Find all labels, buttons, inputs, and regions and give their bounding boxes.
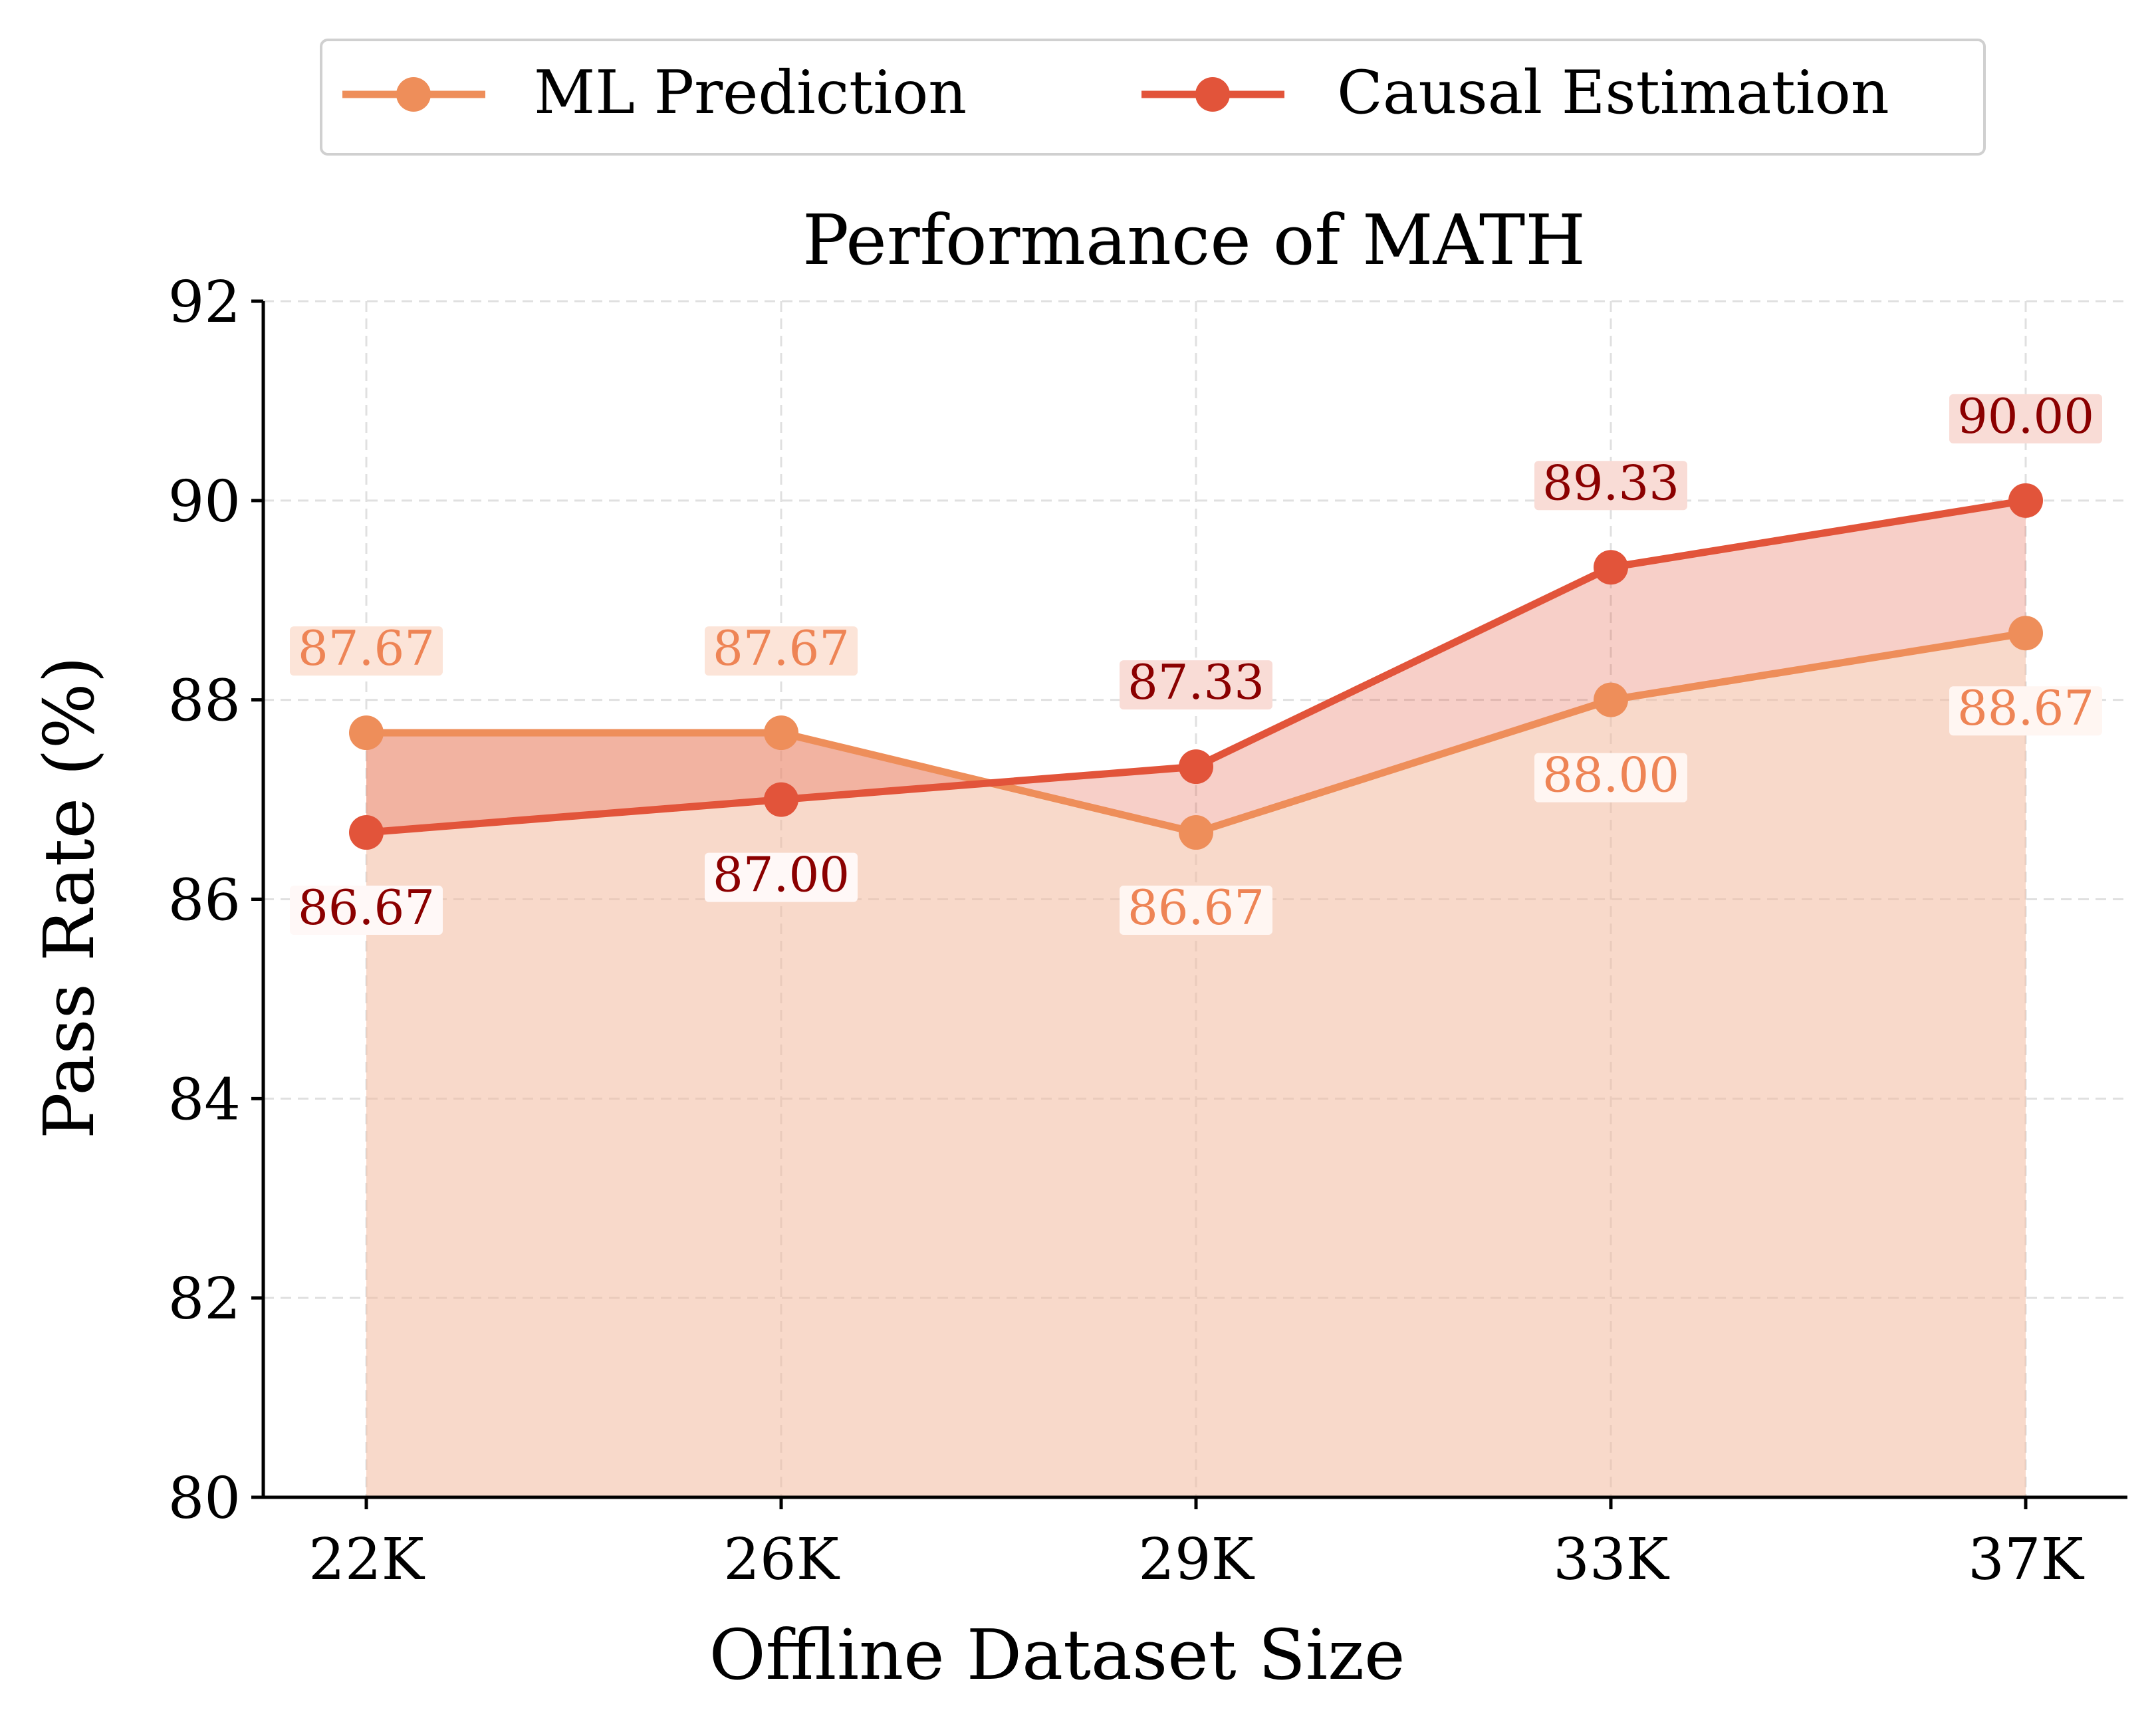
ml-prediction-data-label-box xyxy=(705,626,858,676)
legend-causal-marker xyxy=(1195,77,1230,112)
causal-estimation-data-label: 86.67 xyxy=(298,880,435,935)
causal-estimation-point xyxy=(764,782,798,817)
causal-estimation-point xyxy=(1179,749,1213,785)
causal-estimation-point xyxy=(1594,550,1628,585)
y-tick-label: 82 xyxy=(168,1266,241,1332)
legend-ml-label: ML Prediction xyxy=(534,58,967,128)
y-tick-label: 90 xyxy=(168,469,241,535)
ml-prediction-data-label: 87.67 xyxy=(713,620,850,676)
ml-prediction-point xyxy=(764,715,798,751)
ml-prediction-data-label: 88.00 xyxy=(1542,747,1679,803)
ml-prediction-data-label-box xyxy=(290,626,443,676)
ml-prediction-data-label-box xyxy=(1534,753,1687,803)
y-tick-label: 88 xyxy=(168,668,241,735)
legend: ML Prediction Causal Estimation xyxy=(320,39,1986,156)
x-tick-label: 33K xyxy=(1553,1527,1669,1593)
ml-prediction-point xyxy=(1179,815,1213,850)
y-tick-label: 92 xyxy=(168,269,241,336)
causal-estimation-data-label-box xyxy=(1120,660,1272,710)
ml-prediction-data-label-box xyxy=(1949,686,2102,736)
causal-estimation-data-label: 90.00 xyxy=(1957,388,2094,444)
y-axis-label: Pass Rate (%) xyxy=(29,656,110,1139)
x-tick-label: 29K xyxy=(1138,1527,1255,1593)
ml-prediction-point xyxy=(2008,616,2043,651)
ml-prediction-data-label: 88.67 xyxy=(1957,680,2094,736)
ml-prediction-data-label: 86.67 xyxy=(1128,880,1264,935)
causal-estimation-data-label-box xyxy=(1534,461,1687,511)
x-tick-label: 26K xyxy=(723,1527,840,1593)
axes: 80 82 84 86 88 90 92 22K 26K 29K 33K 37K xyxy=(168,269,2127,1593)
x-tick-label: 22K xyxy=(308,1527,425,1593)
causal-estimation-data-label-box xyxy=(1949,394,2102,443)
ml-prediction-point xyxy=(1594,682,1628,717)
ml-area-fill xyxy=(366,633,2026,1498)
ml-prediction-data-label: 87.67 xyxy=(298,620,435,676)
ml-prediction-point xyxy=(349,715,384,751)
y-tick-label: 80 xyxy=(168,1465,241,1532)
causal-estimation-point xyxy=(349,815,384,850)
causal-estimation-point xyxy=(2008,483,2043,518)
chart-title: Performance of MATH xyxy=(802,199,1586,281)
series xyxy=(349,483,2043,850)
x-axis-label: Offline Dataset Size xyxy=(709,1614,1405,1695)
causal-estimation-data-label: 89.33 xyxy=(1542,455,1679,511)
causal-estimation-data-label: 87.33 xyxy=(1128,654,1264,710)
ml-prediction-data-label-box xyxy=(1120,886,1272,935)
y-tick-label: 86 xyxy=(168,868,241,934)
y-tick-label: 84 xyxy=(168,1066,241,1133)
legend-ml-marker xyxy=(396,77,431,112)
causal-estimation-data-label-box xyxy=(290,886,443,935)
causal-estimation-data-label-box xyxy=(705,852,858,902)
causal-estimation-data-label: 87.00 xyxy=(713,847,850,903)
x-tick-label: 37K xyxy=(1968,1527,2084,1593)
data-labels: 87.67 86.67 87.67 87.00 86.67 87.33 88.00 89.33… xyxy=(290,388,2102,935)
legend-causal-label: Causal Estimation xyxy=(1337,58,1889,128)
